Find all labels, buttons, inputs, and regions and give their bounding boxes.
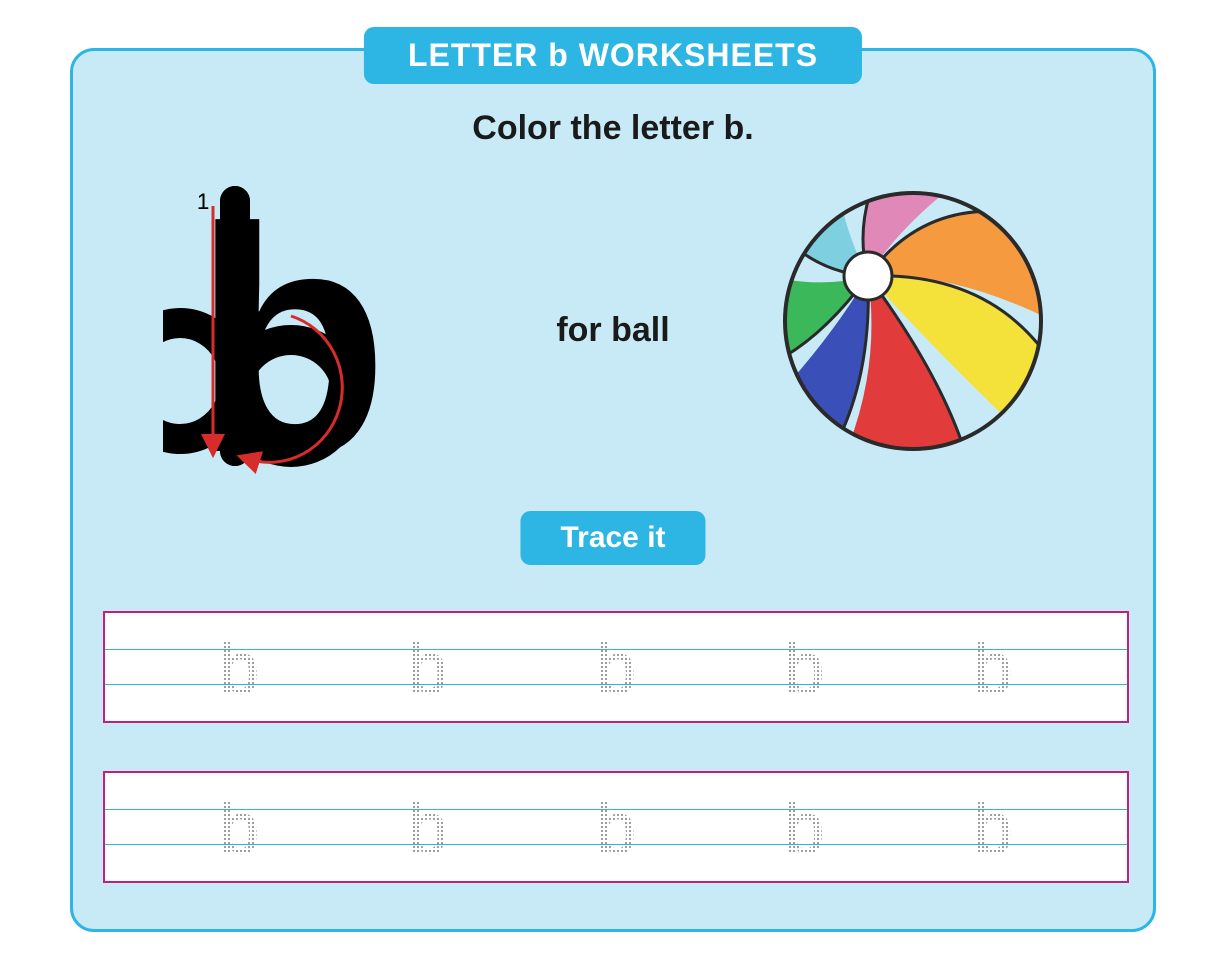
- trace-it-banner: Trace it: [520, 511, 705, 565]
- trace-letter[interactable]: b: [596, 633, 636, 705]
- trace-letter[interactable]: b: [219, 633, 259, 705]
- trace-letters-row-2: b b b b b: [105, 773, 1127, 881]
- title-banner: LETTER b WORKSHEETS: [364, 27, 862, 84]
- trace-letter[interactable]: b: [408, 633, 448, 705]
- trace-letter[interactable]: b: [596, 793, 636, 865]
- trace-letter[interactable]: b: [219, 793, 259, 865]
- trace-letters-row-1: b b b b b: [105, 613, 1127, 721]
- trace-letter[interactable]: b: [973, 793, 1013, 865]
- trace-letter[interactable]: b: [408, 793, 448, 865]
- instruction-text: Color the letter b.: [73, 109, 1153, 148]
- worksheet-card: LETTER b WORKSHEETS Color the letter b. …: [70, 48, 1156, 932]
- title-text: LETTER b WORKSHEETS: [408, 37, 818, 73]
- trace-letter[interactable]: b: [784, 793, 824, 865]
- trace-it-text: Trace it: [560, 521, 665, 554]
- ball-illustration: [773, 181, 1053, 461]
- trace-letter[interactable]: b: [973, 633, 1013, 705]
- trace-letter[interactable]: b: [784, 633, 824, 705]
- trace-row[interactable]: b b b b b: [103, 611, 1129, 723]
- svg-text:1: 1: [197, 189, 209, 214]
- trace-row[interactable]: b b b b b: [103, 771, 1129, 883]
